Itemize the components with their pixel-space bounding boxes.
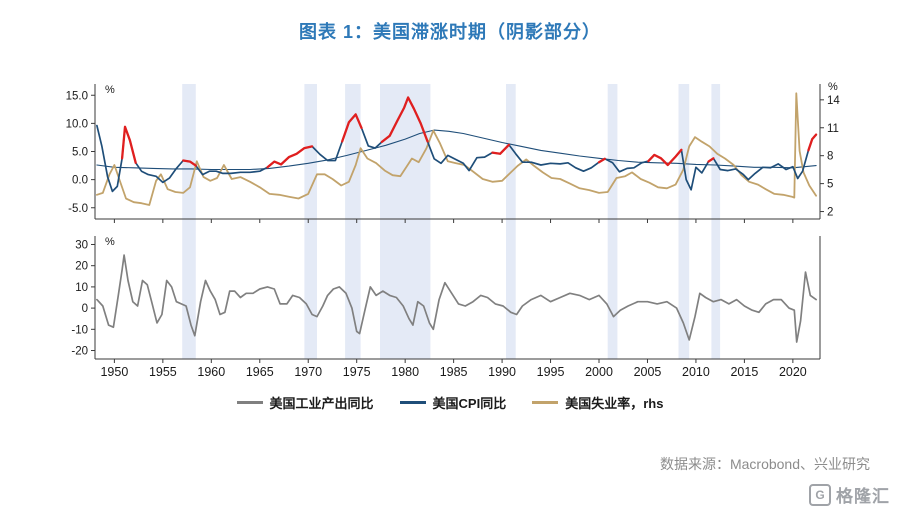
legend-label: 美国失业率，rhs <box>565 396 664 411</box>
svg-text:-5.0: -5.0 <box>68 203 88 215</box>
legend-item-unemployment: 美国失业率，rhs <box>532 393 663 412</box>
svg-text:5.0: 5.0 <box>72 147 88 159</box>
svg-text:2: 2 <box>827 207 833 219</box>
svg-text:14: 14 <box>827 95 840 107</box>
data-source-note: 数据来源：Macrobond、兴业研究 <box>659 456 870 472</box>
svg-text:1995: 1995 <box>537 365 565 379</box>
legend-item-industrial-production: 美国工业产出同比 <box>236 393 374 412</box>
svg-text:15.0: 15.0 <box>66 90 88 102</box>
svg-text:-20: -20 <box>71 346 88 358</box>
bottom-panel-axes: 30 20 10 0 -10 -20% <box>71 236 821 363</box>
svg-text:2015: 2015 <box>730 365 758 379</box>
svg-text:1990: 1990 <box>488 365 516 379</box>
chart-title: 图表 1：美国滞涨时期（阴影部分） <box>298 22 601 42</box>
svg-text:8: 8 <box>827 151 833 163</box>
top-panel-axes: 15.0 10.0 5.0 0.0 -5.0 14 11 8 5 2%% <box>66 81 840 223</box>
svg-text:%: % <box>105 236 115 248</box>
series-unemployment-rate <box>96 92 817 206</box>
svg-text:1985: 1985 <box>440 365 468 379</box>
gray-line-swatch-icon <box>236 401 263 404</box>
svg-text:2020: 2020 <box>779 365 807 379</box>
svg-text:1965: 1965 <box>246 365 274 379</box>
svg-text:-10: -10 <box>71 324 88 336</box>
svg-text:30: 30 <box>75 239 88 251</box>
svg-text:1980: 1980 <box>391 365 419 379</box>
legend-label: 美国CPI同比 <box>432 396 507 411</box>
svg-text:%: % <box>828 81 838 93</box>
svg-text:2005: 2005 <box>634 365 662 379</box>
gelonghui-logo: G 格隆汇 <box>809 482 890 507</box>
svg-text:10: 10 <box>75 282 88 294</box>
svg-text:5: 5 <box>827 179 833 191</box>
svg-text:1955: 1955 <box>149 365 177 379</box>
svg-text:1960: 1960 <box>197 365 225 379</box>
legend-label: 美国工业产出同比 <box>269 396 374 411</box>
svg-text:1950: 1950 <box>100 365 128 379</box>
svg-text:11: 11 <box>827 123 839 135</box>
svg-text:2010: 2010 <box>682 365 710 379</box>
svg-text:1975: 1975 <box>343 365 371 379</box>
x-axis-labels: 1950 1955 1960 1965 1970 1975 1980 1985 1990 1995… <box>100 365 806 379</box>
gelonghui-logo-text: 格隆汇 <box>836 487 890 506</box>
series-cpi-yoy <box>96 96 817 193</box>
navy-line-swatch-icon <box>399 401 426 404</box>
legend-item-cpi: 美国CPI同比 <box>399 393 507 412</box>
series-industrial-production-yoy <box>96 254 817 343</box>
chart-svg: 15.010.05.00.0-5.01411852%%3020100-10-20… <box>66 81 841 379</box>
svg-text:2000: 2000 <box>585 365 613 379</box>
gelonghui-g-icon: G <box>809 483 831 506</box>
svg-text:1970: 1970 <box>294 365 322 379</box>
series-cpi-yoy-stagflation <box>120 96 818 169</box>
tan-line-swatch-icon <box>532 401 559 404</box>
svg-text:20: 20 <box>75 261 88 273</box>
svg-text:0: 0 <box>82 303 88 315</box>
series-cpi-trend <box>96 129 817 171</box>
svg-text:%: % <box>105 84 115 96</box>
stagflation-shading <box>182 84 721 359</box>
svg-text:10.0: 10.0 <box>66 118 88 130</box>
svg-text:0.0: 0.0 <box>72 175 88 187</box>
chart-legend: 美国工业产出同比 美国CPI同比 美国失业率，rhs <box>0 393 900 412</box>
